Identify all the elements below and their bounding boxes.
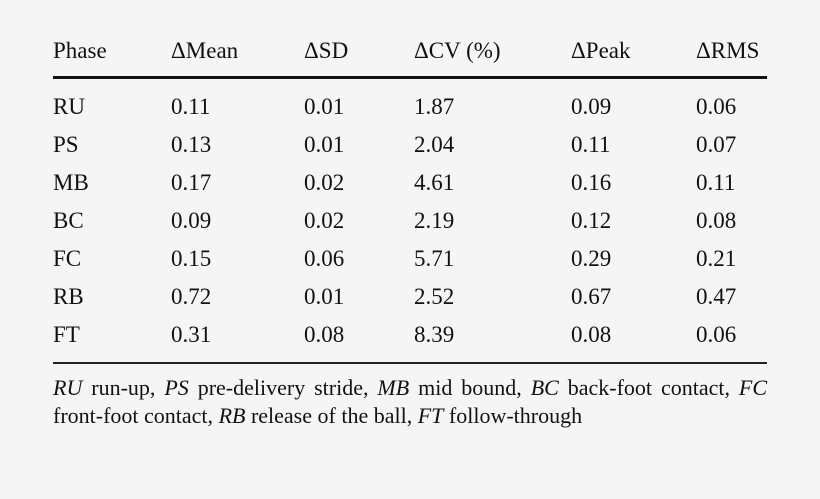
table-footnote: RU run-up, PS pre-delivery stride, MB mi… — [53, 374, 767, 430]
footnote-abbr: FT — [417, 403, 444, 428]
cell-delta-sd: 0.01 — [304, 132, 345, 157]
cell-phase: BC — [53, 208, 84, 233]
cell-delta-mean: 0.17 — [171, 170, 212, 195]
cell-phase: RU — [53, 94, 85, 119]
footnote-text: release of the ball, — [245, 403, 418, 428]
cell-delta-sd: 0.01 — [304, 94, 345, 119]
footnote-text: mid bound, — [409, 375, 531, 400]
cell-delta-sd: 0.06 — [304, 246, 345, 271]
cell-delta-peak: 0.09 — [571, 94, 612, 119]
table-row: RB 0.72 0.01 2.52 0.67 0.47 — [53, 282, 767, 312]
cell-delta-peak: 0.16 — [571, 170, 612, 195]
footnote-text: front-foot contact, — [53, 403, 219, 428]
cell-delta-sd: 0.01 — [304, 284, 345, 309]
cell-delta-peak: 0.29 — [571, 246, 612, 271]
footnote-text: pre-delivery stride, — [188, 375, 378, 400]
cell-phase: RB — [53, 284, 84, 309]
column-header-delta-cv: ΔCV (%) — [414, 38, 501, 63]
cell-delta-rms: 0.11 — [696, 170, 736, 195]
cell-delta-peak: 0.08 — [571, 322, 612, 347]
cell-delta-rms: 0.06 — [696, 322, 737, 347]
cell-delta-mean: 0.13 — [171, 132, 212, 157]
cell-delta-cv: 2.04 — [414, 132, 455, 157]
cell-delta-mean: 0.15 — [171, 246, 212, 271]
column-header-delta-mean: ΔMean — [171, 38, 239, 63]
cell-delta-mean: 0.09 — [171, 208, 212, 233]
footnote-abbr: PS — [164, 375, 189, 400]
table-row: BC 0.09 0.02 2.19 0.12 0.08 — [53, 206, 767, 236]
cell-delta-rms: 0.21 — [696, 246, 737, 271]
cell-phase: MB — [53, 170, 89, 195]
cell-delta-mean: 0.31 — [171, 322, 212, 347]
footnote-text: follow-through — [443, 403, 583, 428]
table-row: MB 0.17 0.02 4.61 0.16 0.11 — [53, 168, 767, 198]
cell-delta-rms: 0.47 — [696, 284, 737, 309]
cell-delta-peak: 0.12 — [571, 208, 612, 233]
cell-delta-cv: 2.19 — [414, 208, 455, 233]
cell-delta-rms: 0.06 — [696, 94, 737, 119]
table-row: RU 0.11 0.01 1.87 0.09 0.06 — [53, 92, 767, 122]
table-row: FT 0.31 0.08 8.39 0.08 0.06 — [53, 320, 767, 350]
cell-delta-sd: 0.08 — [304, 322, 345, 347]
cell-phase: PS — [53, 132, 79, 157]
footnote-abbr: RB — [218, 403, 246, 428]
cell-phase: FT — [53, 322, 80, 347]
footnote-abbr: MB — [377, 375, 410, 400]
cell-delta-mean: 0.11 — [171, 94, 211, 119]
table-header-row: Phase ΔMean ΔSD ΔCV (%) ΔPeak ΔRMS — [53, 36, 767, 66]
table-row: FC 0.15 0.06 5.71 0.29 0.21 — [53, 244, 767, 274]
cell-delta-peak: 0.11 — [571, 132, 611, 157]
header-divider — [53, 76, 767, 79]
cell-delta-cv: 1.87 — [414, 94, 455, 119]
cell-delta-cv: 5.71 — [414, 246, 455, 271]
cell-delta-peak: 0.67 — [571, 284, 612, 309]
footnote-text: run-up, — [82, 375, 165, 400]
cell-delta-rms: 0.07 — [696, 132, 737, 157]
cell-delta-sd: 0.02 — [304, 208, 345, 233]
column-header-delta-sd: ΔSD — [304, 38, 349, 63]
cell-delta-mean: 0.72 — [171, 284, 212, 309]
column-header-delta-peak: ΔPeak — [571, 38, 631, 63]
table-bottom-divider — [53, 362, 767, 364]
cell-delta-sd: 0.02 — [304, 170, 345, 195]
cell-phase: FC — [53, 246, 82, 271]
footnote-abbr: RU — [53, 375, 83, 400]
footnote-abbr: BC — [530, 375, 559, 400]
table-row: PS 0.13 0.01 2.04 0.11 0.07 — [53, 130, 767, 160]
column-header-phase: Phase — [53, 38, 107, 63]
cell-delta-rms: 0.08 — [696, 208, 737, 233]
cell-delta-cv: 4.61 — [414, 170, 455, 195]
cell-delta-cv: 2.52 — [414, 284, 455, 309]
column-header-delta-rms: ΔRMS — [696, 38, 760, 63]
footnote-abbr: FC — [738, 375, 768, 400]
cell-delta-cv: 8.39 — [414, 322, 455, 347]
footnote-text: back-foot contact, — [558, 375, 739, 400]
